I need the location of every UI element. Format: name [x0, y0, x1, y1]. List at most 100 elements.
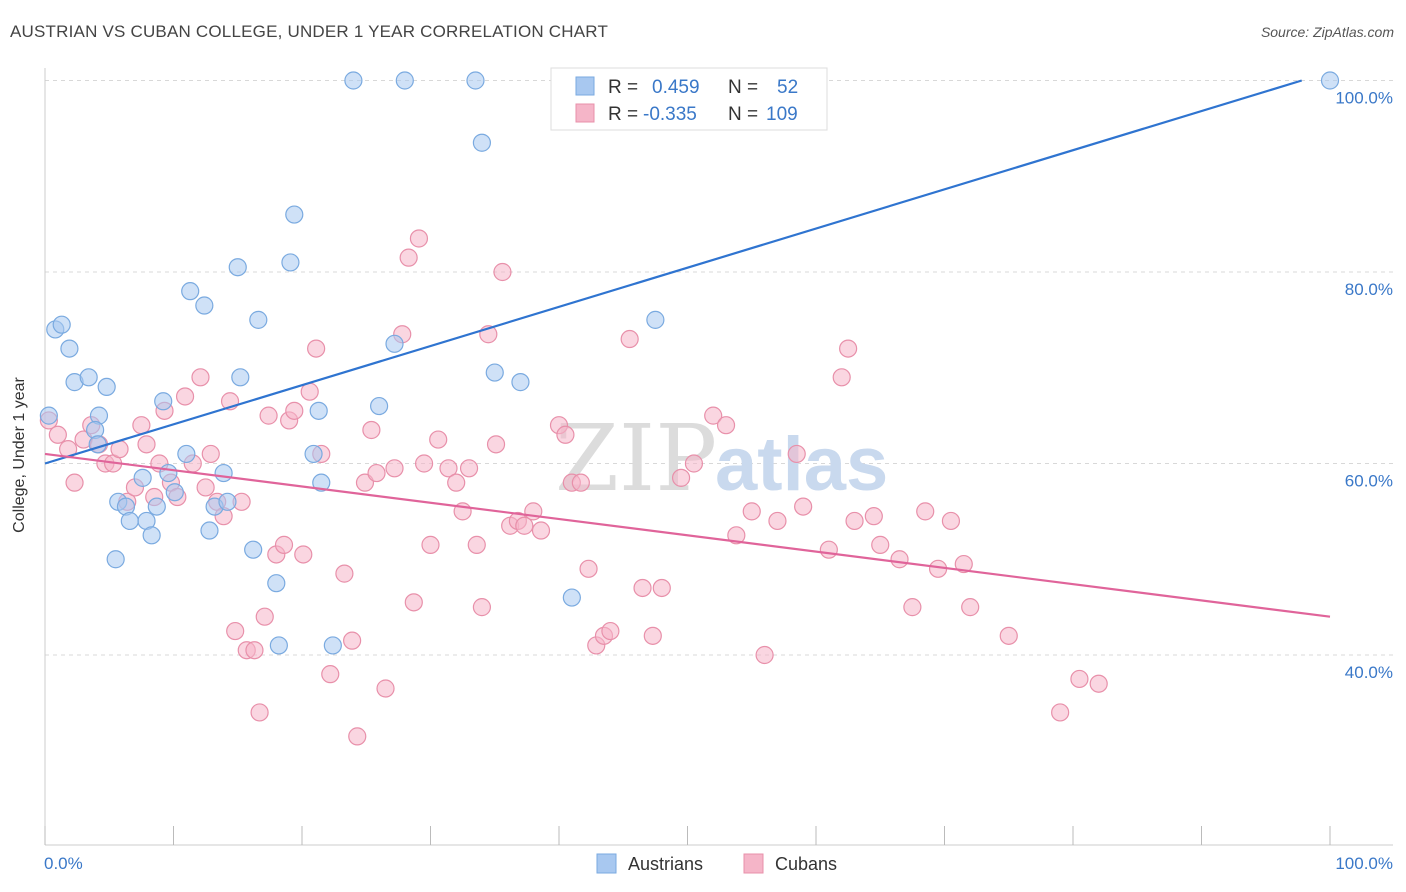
cubans-point	[890, 550, 909, 569]
cubans-point	[684, 454, 704, 473]
grid: 40.0% 60.0% 80.0% 100.0%	[45, 80, 1393, 682]
cubans-point	[571, 473, 590, 492]
legend-austrians-label: Austrians	[628, 854, 703, 874]
cubans-point	[832, 368, 851, 387]
cubans-series	[39, 229, 1108, 746]
austrians-point	[106, 550, 125, 569]
austrians-point	[344, 71, 363, 90]
cubans-point	[409, 229, 429, 248]
cubans-point	[954, 554, 973, 574]
austrians-point	[511, 373, 530, 392]
austrians-point	[177, 444, 196, 464]
austrians-point	[309, 401, 328, 420]
austrians-point	[120, 511, 139, 531]
cubans-point	[472, 598, 491, 617]
cubans-point	[643, 626, 662, 645]
legend-cubans-label: Cubans	[775, 854, 837, 874]
austrians-point	[60, 339, 79, 358]
cubans-point	[531, 521, 551, 540]
cubans-point	[362, 420, 381, 440]
cubans-point	[255, 607, 274, 626]
cubans-point	[343, 631, 362, 650]
cubans-point	[48, 425, 67, 444]
austrians-r-value: 0.459	[652, 77, 700, 98]
y-tick-label: 80.0%	[1345, 280, 1393, 299]
cubans-point	[941, 511, 961, 531]
source-label: Source: ZipAtlas.com	[1260, 24, 1394, 40]
cubans-point	[250, 703, 269, 722]
austrians-point	[228, 258, 247, 277]
cubans-point	[439, 459, 458, 478]
austrians-point	[304, 444, 323, 464]
y-axis-title: College, Under 1 year	[11, 377, 28, 533]
austrians-point	[147, 497, 166, 516]
austrians-r-label: R =	[608, 77, 638, 98]
cubans-point	[515, 516, 534, 535]
austrians-point	[133, 468, 152, 487]
cubans-point	[367, 463, 386, 483]
cubans-point	[385, 459, 404, 478]
stats-box: R = 0.459 N = 52 R = -0.335 N = 109	[550, 67, 828, 131]
cubans-point	[961, 598, 980, 617]
cubans-point	[620, 329, 639, 349]
cubans-point	[999, 626, 1018, 645]
austrians-point	[218, 492, 237, 511]
austrians-point	[285, 205, 304, 224]
cubans-point	[414, 454, 434, 473]
austrians-point	[562, 588, 581, 607]
cubans-point	[556, 425, 575, 444]
cubans-point	[191, 368, 210, 387]
legend-austrians-swatch	[596, 853, 617, 874]
cubans-point	[742, 502, 761, 521]
trendlines	[44, 79, 1331, 618]
cubans-point	[839, 339, 858, 358]
cubans-point	[871, 535, 890, 554]
austrians-point	[472, 133, 491, 152]
austrians-point	[323, 636, 342, 655]
cubans-trendline	[44, 452, 1331, 618]
cubans-point	[1051, 703, 1070, 722]
austrians-stats-swatch	[575, 76, 595, 96]
austrians-point	[466, 71, 485, 90]
cubans-point	[335, 564, 354, 583]
cubans-point	[274, 535, 294, 554]
austrians-point	[154, 392, 173, 411]
austrians-point	[39, 406, 58, 425]
austrians-point	[1320, 71, 1340, 90]
chart-title: AUSTRIAN VS CUBAN COLLEGE, UNDER 1 YEAR …	[10, 22, 609, 41]
cubans-point	[716, 416, 736, 435]
austrians-n-value: 52	[777, 77, 798, 98]
cubans-point	[421, 535, 440, 554]
legend: Austrians Cubans	[596, 853, 837, 874]
cubans-point	[376, 679, 395, 698]
austrians-point	[267, 574, 286, 593]
austrians-point	[244, 540, 263, 559]
y-tick-label: 100.0%	[1335, 89, 1393, 108]
austrians-point	[79, 368, 98, 387]
cubans-point	[447, 473, 466, 492]
austrians-point	[312, 473, 331, 492]
cubans-point	[399, 248, 418, 267]
austrians-trendline	[44, 79, 1303, 465]
cubans-point	[348, 727, 367, 746]
austrians-point	[249, 310, 268, 329]
x-tick-label-min: 0.0%	[44, 854, 83, 873]
austrians-point	[231, 368, 250, 387]
cubans-point	[467, 535, 486, 554]
cubans-point	[704, 406, 723, 425]
cubans-point	[1070, 669, 1089, 689]
austrians-point	[646, 310, 665, 329]
cubans-point	[819, 540, 838, 559]
cubans-n-label: N =	[728, 104, 758, 125]
cubans-stats-swatch	[575, 103, 595, 123]
austrians-point	[165, 483, 184, 502]
cubans-point	[175, 387, 195, 406]
austrians-point	[52, 315, 71, 334]
austrians-n-label: N =	[728, 77, 758, 98]
cubans-point	[285, 401, 304, 420]
x-tick-label-max: 100.0%	[1335, 854, 1393, 873]
cubans-point	[486, 435, 506, 454]
cubans-point	[245, 641, 264, 660]
cubans-point	[429, 430, 448, 449]
